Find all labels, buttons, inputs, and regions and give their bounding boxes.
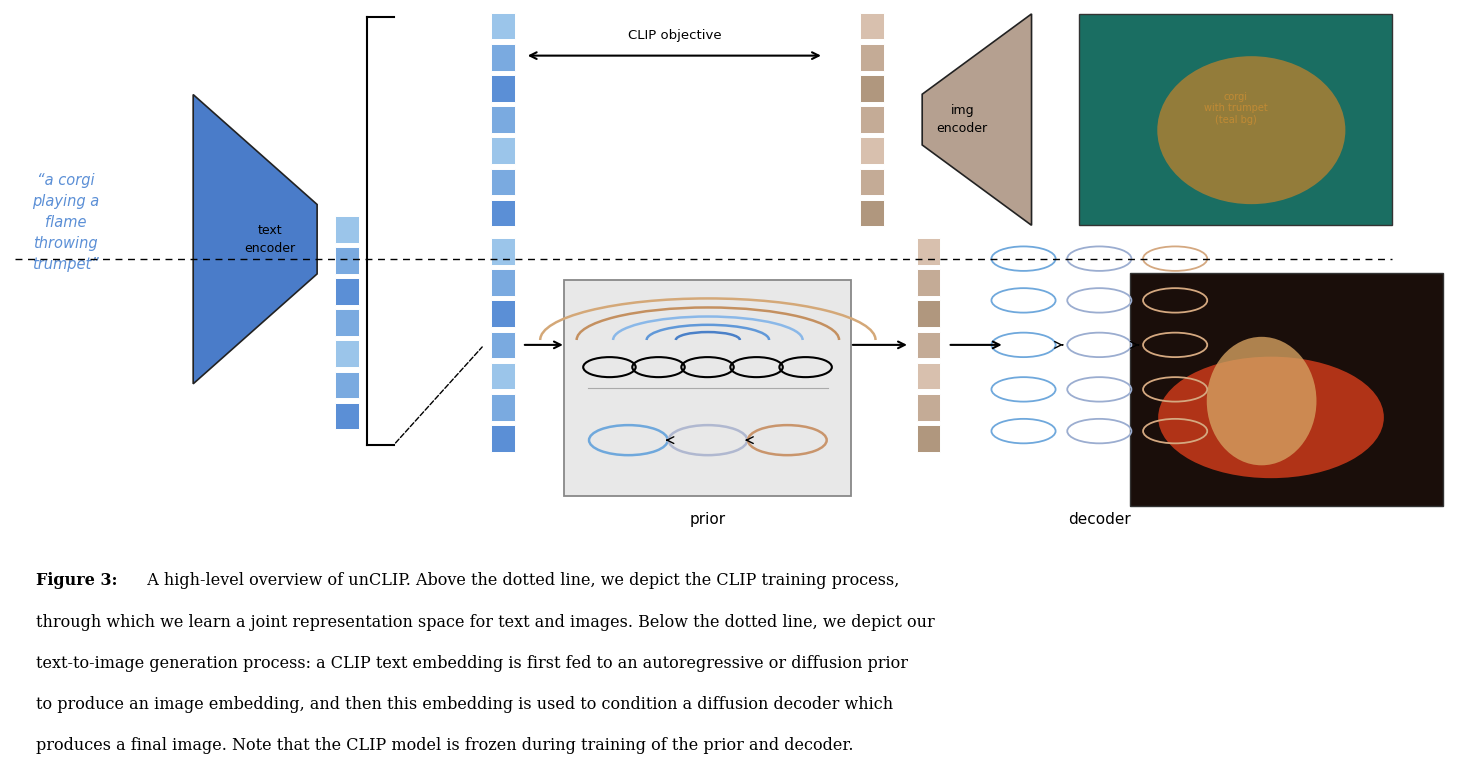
Polygon shape: [192, 94, 318, 384]
Ellipse shape: [1158, 56, 1346, 204]
FancyBboxPatch shape: [491, 75, 515, 102]
FancyBboxPatch shape: [860, 44, 884, 71]
Text: text
encoder: text encoder: [243, 224, 296, 255]
FancyBboxPatch shape: [491, 331, 515, 358]
FancyBboxPatch shape: [491, 168, 515, 195]
FancyBboxPatch shape: [917, 238, 940, 264]
Text: CLIP objective: CLIP objective: [627, 29, 722, 42]
FancyBboxPatch shape: [917, 269, 940, 296]
Text: text-to-image generation process: a CLIP text embedding is first fed to an autor: text-to-image generation process: a CLIP…: [36, 655, 908, 672]
FancyBboxPatch shape: [860, 200, 884, 226]
FancyBboxPatch shape: [491, 44, 515, 71]
Text: through which we learn a joint representation space for text and images. Below t: through which we learn a joint represent…: [36, 613, 935, 631]
Text: to produce an image embedding, and then this embedding is used to condition a di: to produce an image embedding, and then …: [36, 696, 894, 713]
Text: “a corgi
playing a
flame
throwing
trumpet”: “a corgi playing a flame throwing trumpe…: [32, 173, 99, 272]
FancyBboxPatch shape: [335, 341, 359, 367]
Text: img
encoder: img encoder: [936, 104, 989, 135]
FancyBboxPatch shape: [335, 216, 359, 242]
Ellipse shape: [1207, 337, 1317, 466]
Polygon shape: [921, 14, 1032, 226]
FancyBboxPatch shape: [917, 300, 940, 327]
FancyBboxPatch shape: [335, 309, 359, 336]
FancyBboxPatch shape: [860, 137, 884, 164]
FancyBboxPatch shape: [917, 394, 940, 421]
FancyBboxPatch shape: [335, 403, 359, 430]
FancyBboxPatch shape: [491, 13, 515, 40]
Text: Figure 3:: Figure 3:: [36, 572, 118, 590]
FancyBboxPatch shape: [860, 13, 884, 40]
Text: corgi
with trumpet
(teal bg): corgi with trumpet (teal bg): [1204, 92, 1267, 125]
FancyBboxPatch shape: [917, 425, 940, 452]
FancyBboxPatch shape: [335, 247, 359, 274]
FancyBboxPatch shape: [1130, 273, 1443, 506]
Text: produces a final image. Note that the CLIP model is frozen during training of th: produces a final image. Note that the CL…: [36, 737, 854, 754]
FancyBboxPatch shape: [491, 200, 515, 226]
Text: prior: prior: [690, 512, 726, 527]
FancyBboxPatch shape: [335, 372, 359, 399]
FancyBboxPatch shape: [491, 425, 515, 452]
FancyBboxPatch shape: [491, 394, 515, 421]
FancyBboxPatch shape: [1079, 14, 1392, 226]
FancyBboxPatch shape: [917, 363, 940, 389]
FancyBboxPatch shape: [860, 168, 884, 195]
FancyBboxPatch shape: [860, 75, 884, 102]
Ellipse shape: [1158, 357, 1384, 479]
FancyBboxPatch shape: [564, 280, 851, 495]
FancyBboxPatch shape: [491, 238, 515, 264]
FancyBboxPatch shape: [917, 331, 940, 358]
FancyBboxPatch shape: [491, 137, 515, 164]
Text: A high-level overview of unCLIP. Above the dotted line, we depict the CLIP train: A high-level overview of unCLIP. Above t…: [137, 572, 900, 590]
Text: decoder: decoder: [1067, 512, 1131, 527]
FancyBboxPatch shape: [491, 300, 515, 327]
FancyBboxPatch shape: [860, 106, 884, 133]
FancyBboxPatch shape: [491, 269, 515, 296]
FancyBboxPatch shape: [491, 106, 515, 133]
FancyBboxPatch shape: [491, 363, 515, 389]
FancyBboxPatch shape: [335, 278, 359, 305]
